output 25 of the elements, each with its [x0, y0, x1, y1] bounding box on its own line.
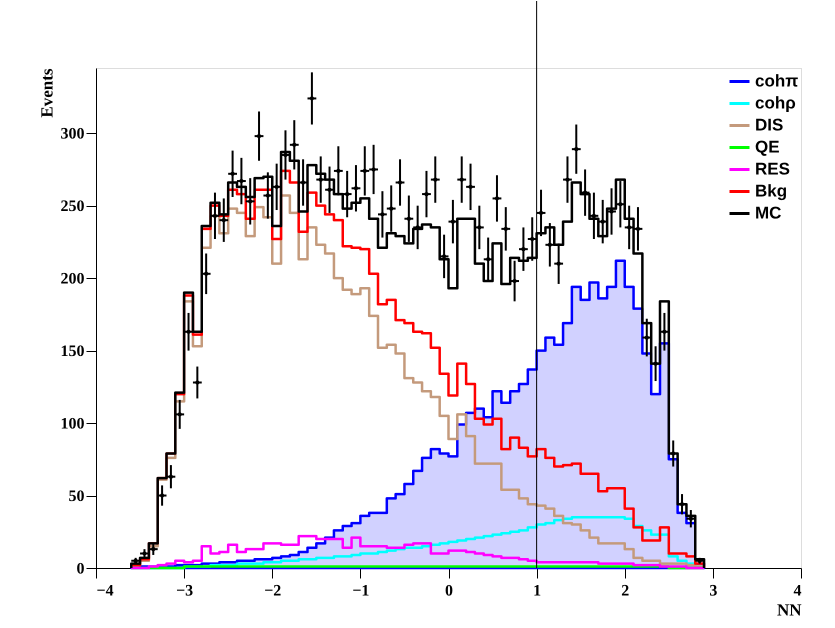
- legend-label: RES: [755, 160, 790, 178]
- x-tick-label: −3: [176, 582, 194, 600]
- y-tick-label: 0: [76, 560, 84, 578]
- y-tick-label: 150: [60, 343, 84, 360]
- y-tick-label: 50: [68, 488, 84, 506]
- x-tick-label: −4: [96, 582, 114, 600]
- x-tick-label: 0: [445, 582, 453, 600]
- x-tick-label: 3: [709, 582, 718, 600]
- y-tick-label: 200: [60, 270, 84, 288]
- x-tick-label: −2: [264, 582, 282, 600]
- legend-label: QE: [755, 138, 780, 156]
- y-tick-label: 100: [60, 416, 84, 433]
- legend-label: cohρ: [755, 94, 796, 112]
- y-tick-label: 250: [60, 198, 84, 216]
- legend-label: MC: [755, 204, 782, 222]
- x-tick-label: 4: [794, 582, 802, 600]
- legend-label: DIS: [755, 116, 784, 134]
- y-axis-title: Events: [38, 68, 56, 118]
- x-axis-title: NN: [776, 600, 802, 620]
- legend-label: Bkg: [755, 182, 788, 200]
- x-tick-label: −1: [352, 582, 370, 600]
- legend-label: cohπ: [755, 72, 798, 90]
- x-tick-label: 1: [533, 582, 542, 600]
- y-tick-label: 300: [60, 126, 84, 143]
- x-tick-label: 2: [621, 582, 630, 600]
